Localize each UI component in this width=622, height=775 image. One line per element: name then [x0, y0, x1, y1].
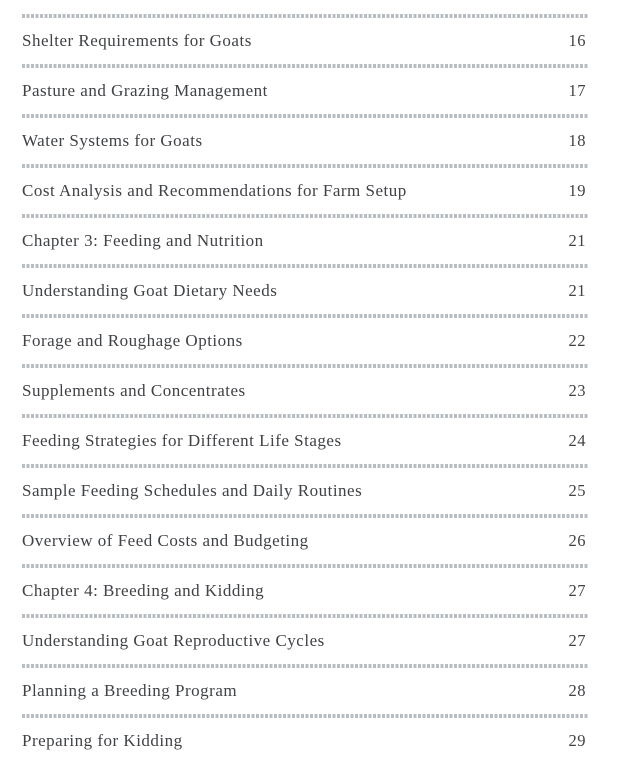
toc-entry-title: Supplements and Concentrates [22, 381, 246, 400]
dashed-divider [22, 364, 589, 368]
toc-entry-page-number: 29 [568, 731, 586, 750]
toc-row: Supplements and Concentrates 23 [22, 364, 589, 414]
toc-entry-page-number: 24 [568, 431, 586, 450]
toc-entry-title: Understanding Goat Reproductive Cycles [22, 631, 325, 650]
toc-entry-page-number: 25 [568, 481, 586, 500]
toc-entry-title: Shelter Requirements for Goats [22, 31, 252, 50]
toc-entry: Cost Analysis and Recommendations for Fa… [22, 168, 589, 214]
toc-entry-page-number: 27 [568, 631, 586, 650]
toc-row: Pasture and Grazing Management 17 [22, 64, 589, 114]
dashed-divider [22, 464, 589, 468]
toc-entry-page-number: 28 [568, 681, 586, 700]
dashed-divider [22, 414, 589, 418]
toc-entry-title: Forage and Roughage Options [22, 331, 243, 350]
toc-row: Cost Analysis and Recommendations for Fa… [22, 164, 589, 214]
dashed-divider [22, 14, 589, 18]
toc-entry-title: Pasture and Grazing Management [22, 81, 268, 100]
toc-row: Preparing for Kidding 29 [22, 714, 589, 764]
toc-entry: Water Systems for Goats 18 [22, 118, 589, 164]
dashed-divider [22, 314, 589, 318]
toc-row: Planning a Breeding Program 28 [22, 664, 589, 714]
toc-entry: Forage and Roughage Options 22 [22, 318, 589, 364]
toc-row: Feeding Strategies for Different Life St… [22, 414, 589, 464]
dashed-divider [22, 64, 589, 68]
toc-entry: Supplements and Concentrates 23 [22, 368, 589, 414]
toc-entry: Understanding Goat Dietary Needs 21 [22, 268, 589, 314]
toc-entry: Chapter 3: Feeding and Nutrition 21 [22, 218, 589, 264]
toc-entry-title: Chapter 3: Feeding and Nutrition [22, 231, 264, 250]
toc-entry-page-number: 21 [568, 231, 586, 250]
toc-entry-page-number: 18 [568, 131, 586, 150]
dashed-divider [22, 614, 589, 618]
toc-row: Forage and Roughage Options 22 [22, 314, 589, 364]
dashed-divider [22, 664, 589, 668]
toc-entry-title: Planning a Breeding Program [22, 681, 238, 700]
toc-entry: Sample Feeding Schedules and Daily Routi… [22, 468, 589, 514]
toc-entry-page-number: 27 [568, 581, 586, 600]
toc-row: Understanding Goat Dietary Needs 21 [22, 264, 589, 314]
toc-entry-title: Sample Feeding Schedules and Daily Routi… [22, 481, 363, 500]
toc-entry-page-number: 26 [568, 531, 586, 550]
toc-row: Overview of Feed Costs and Budgeting 26 [22, 514, 589, 564]
toc-entry-page-number: 23 [568, 381, 586, 400]
toc-entry-page-number: 17 [568, 81, 586, 100]
dashed-divider [22, 714, 589, 718]
toc-entry: Preparing for Kidding 29 [22, 718, 589, 764]
toc-row: Chapter 3: Feeding and Nutrition 21 [22, 214, 589, 264]
toc-entry-title: Cost Analysis and Recommendations for Fa… [22, 181, 407, 200]
toc-entry: Shelter Requirements for Goats 16 [22, 18, 589, 64]
dashed-divider [22, 114, 589, 118]
toc-row: Shelter Requirements for Goats 16 [22, 14, 589, 64]
toc-entry-title: Preparing for Kidding [22, 731, 183, 750]
dashed-divider [22, 514, 589, 518]
toc-entry: Planning a Breeding Program 28 [22, 668, 589, 714]
toc-entry-title: Chapter 4: Breeding and Kidding [22, 581, 265, 600]
toc-entry-page-number: 16 [568, 31, 586, 50]
toc-entry-title: Water Systems for Goats [22, 131, 203, 150]
toc-entry-page-number: 22 [568, 331, 586, 350]
dashed-divider [22, 564, 589, 568]
toc-entry-title: Overview of Feed Costs and Budgeting [22, 531, 309, 550]
toc-entry-title: Understanding Goat Dietary Needs [22, 281, 278, 300]
toc-entry: Overview of Feed Costs and Budgeting 26 [22, 518, 589, 564]
toc-entry: Understanding Goat Reproductive Cycles 2… [22, 618, 589, 664]
toc-entry: Chapter 4: Breeding and Kidding 27 [22, 568, 589, 614]
toc-row: Water Systems for Goats 18 [22, 114, 589, 164]
dashed-divider [22, 164, 589, 168]
toc-row: Understanding Goat Reproductive Cycles 2… [22, 614, 589, 664]
toc-row: Chapter 4: Breeding and Kidding 27 [22, 564, 589, 614]
toc-entry-title: Feeding Strategies for Different Life St… [22, 431, 342, 450]
toc-row: Sample Feeding Schedules and Daily Routi… [22, 464, 589, 514]
toc-entry: Pasture and Grazing Management 17 [22, 68, 589, 114]
toc-entry: Feeding Strategies for Different Life St… [22, 418, 589, 464]
toc-entry-page-number: 19 [568, 181, 586, 200]
dashed-divider [22, 264, 589, 268]
dashed-divider [22, 214, 589, 218]
toc-entry-page-number: 21 [568, 281, 586, 300]
